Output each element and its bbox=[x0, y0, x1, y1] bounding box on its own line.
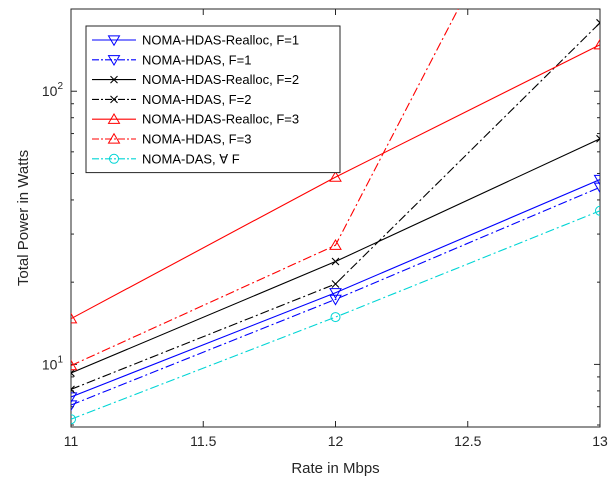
data-point bbox=[329, 170, 342, 182]
series-line bbox=[71, 186, 600, 406]
x-tick-label: 13 bbox=[592, 433, 608, 449]
x-axis: 11 11.5 12 12.5 13 bbox=[64, 9, 608, 449]
legend-label: NOMA-DAS, ∀ F bbox=[142, 151, 240, 166]
data-point bbox=[593, 38, 600, 50]
data-point bbox=[71, 359, 78, 371]
series-layer bbox=[71, 9, 600, 425]
y-axis-label: Total Power in Watts bbox=[15, 150, 32, 286]
data-point bbox=[71, 312, 78, 324]
legend-label: NOMA-HDAS, F=2 bbox=[142, 92, 251, 107]
series-1 bbox=[71, 174, 600, 404]
data-point bbox=[331, 280, 340, 288]
legend-label: NOMA-HDAS-Realloc, F=3 bbox=[142, 112, 299, 127]
legend-item: NOMA-HDAS, F=3 bbox=[92, 132, 251, 147]
legend-item: NOMA-HDAS, F=1 bbox=[92, 52, 251, 67]
data-point bbox=[593, 182, 600, 194]
x-tick-label: 11 bbox=[64, 433, 79, 449]
data-point bbox=[330, 312, 341, 323]
series-7 bbox=[71, 205, 600, 425]
data-point bbox=[71, 369, 75, 377]
legend-marker bbox=[109, 153, 119, 164]
data-point bbox=[71, 392, 78, 404]
data-point bbox=[595, 205, 600, 216]
legend-item: NOMA-DAS, ∀ F bbox=[92, 151, 240, 166]
legend-marker bbox=[107, 132, 121, 144]
legend-marker bbox=[107, 35, 121, 47]
series-4 bbox=[71, 18, 600, 394]
data-point bbox=[329, 239, 342, 250]
legend-item: NOMA-HDAS-Realloc, F=1 bbox=[92, 33, 299, 48]
data-point bbox=[329, 294, 342, 306]
data-point bbox=[331, 257, 340, 266]
series-3 bbox=[71, 134, 600, 377]
data-point bbox=[596, 134, 600, 143]
legend: NOMA-HDAS-Realloc, F=1 NOMA-HDAS, F=1 NOMA… bbox=[85, 25, 341, 174]
series-line bbox=[71, 9, 459, 367]
legend-item: NOMA-HDAS-Realloc, F=3 bbox=[92, 112, 299, 127]
legend-marker bbox=[107, 55, 121, 67]
legend-label: NOMA-HDAS, F=3 bbox=[142, 132, 251, 147]
legend-item: NOMA-HDAS, F=2 bbox=[92, 92, 251, 107]
x-tick-label: 12 bbox=[328, 433, 344, 449]
legend-marker bbox=[107, 112, 121, 124]
data-point bbox=[593, 174, 600, 186]
series-line bbox=[71, 44, 600, 320]
data-point bbox=[71, 400, 78, 412]
series-2 bbox=[71, 182, 600, 412]
data-point bbox=[71, 414, 76, 425]
series-6 bbox=[71, 9, 459, 371]
legend-marker bbox=[110, 95, 118, 104]
x-axis-label: Rate in Mbps bbox=[291, 460, 379, 477]
series-line bbox=[71, 179, 600, 398]
series-5 bbox=[71, 38, 600, 324]
legend-marker bbox=[110, 75, 118, 84]
legend-label: NOMA-HDAS, F=1 bbox=[142, 52, 251, 67]
y-tick-label: 101 bbox=[42, 354, 64, 372]
y-tick-label: 102 bbox=[42, 81, 64, 99]
data-point bbox=[329, 288, 342, 299]
y-axis: 101 102 bbox=[42, 8, 600, 426]
data-point bbox=[596, 18, 600, 27]
legend-label: NOMA-HDAS-Realloc, F=2 bbox=[142, 72, 299, 87]
x-tick-label: 11.5 bbox=[190, 433, 216, 449]
data-point bbox=[71, 385, 75, 394]
legend-item: NOMA-HDAS-Realloc, F=2 bbox=[92, 72, 299, 87]
x-tick-label: 12.5 bbox=[454, 433, 481, 449]
legend-label: NOMA-HDAS-Realloc, F=1 bbox=[142, 33, 299, 48]
